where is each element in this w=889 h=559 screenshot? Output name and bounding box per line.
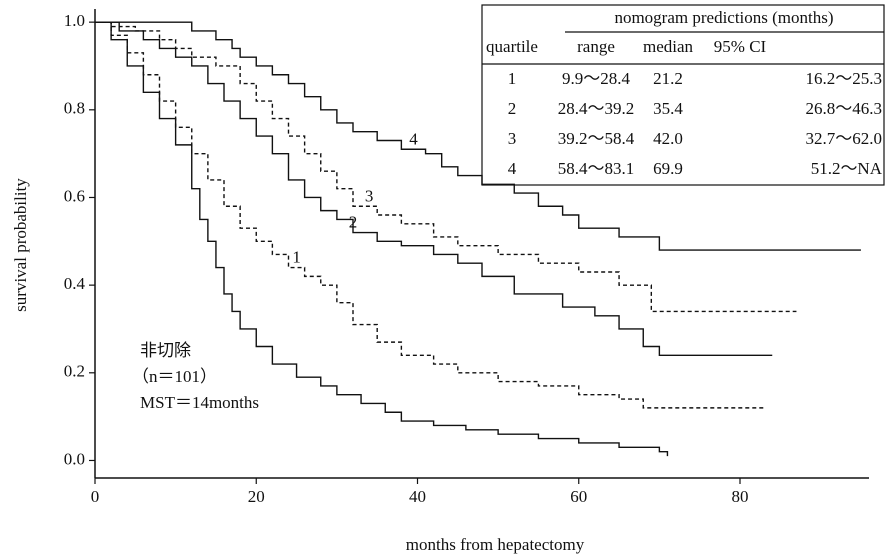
y-tick-label: 0.0 — [64, 449, 85, 468]
y-tick-label: 0.8 — [64, 99, 85, 118]
curve-label: 3 — [365, 186, 374, 205]
survival-curve — [95, 21, 773, 356]
y-tick-label: 1.0 — [64, 11, 85, 30]
table-cell: 42.0 — [653, 129, 683, 148]
table-cell: 32.7～62.0 — [806, 129, 883, 148]
table-cell: 39.2～58.4 — [558, 129, 635, 148]
annotation: 非切除 — [140, 341, 191, 360]
table-frame — [481, 4, 885, 186]
table-header: median — [643, 37, 694, 56]
table-cell: 3 — [508, 129, 517, 148]
y-tick-label: 0.6 — [64, 186, 85, 205]
table-cell: 51.2～NA — [811, 159, 883, 178]
table-cell: 21.2 — [653, 69, 683, 88]
table-cell: 28.4～39.2 — [558, 99, 635, 118]
x-tick-label: 60 — [570, 487, 587, 506]
table-header: quartile — [486, 37, 538, 56]
curve-label: 4 — [409, 129, 418, 148]
table-cell: 69.9 — [653, 159, 683, 178]
table-cell: 26.8～46.3 — [806, 99, 883, 118]
survival-curve — [95, 21, 669, 457]
survival-curve — [95, 21, 861, 251]
x-tick-label: 80 — [732, 487, 749, 506]
annotation: MST＝14months — [140, 393, 259, 412]
table-cell: 16.2～25.3 — [806, 69, 883, 88]
table-header: range — [577, 37, 615, 56]
table-cell: 1 — [508, 69, 517, 88]
x-tick-label: 0 — [91, 487, 100, 506]
table-title: nomogram predictions (months) — [614, 8, 833, 27]
table-cell: 2 — [508, 99, 517, 118]
y-tick-label: 0.4 — [64, 274, 86, 293]
table-cell: 35.4 — [653, 99, 683, 118]
x-tick-label: 40 — [409, 487, 426, 506]
x-axis-label: months from hepatectomy — [406, 535, 585, 554]
curve-label: 2 — [349, 213, 358, 232]
y-axis-label: survival probability — [11, 178, 30, 312]
x-tick-label: 20 — [248, 487, 265, 506]
annotation: （n＝101） — [132, 367, 217, 386]
table-cell: 58.4～83.1 — [558, 159, 635, 178]
table-header: 95% CI — [714, 37, 767, 56]
table-cell: 4 — [508, 159, 517, 178]
table-cell: 9.9～28.4 — [562, 69, 630, 88]
survival-curve — [95, 21, 797, 313]
curve-label: 1 — [292, 248, 301, 267]
y-tick-label: 0.2 — [64, 362, 85, 381]
